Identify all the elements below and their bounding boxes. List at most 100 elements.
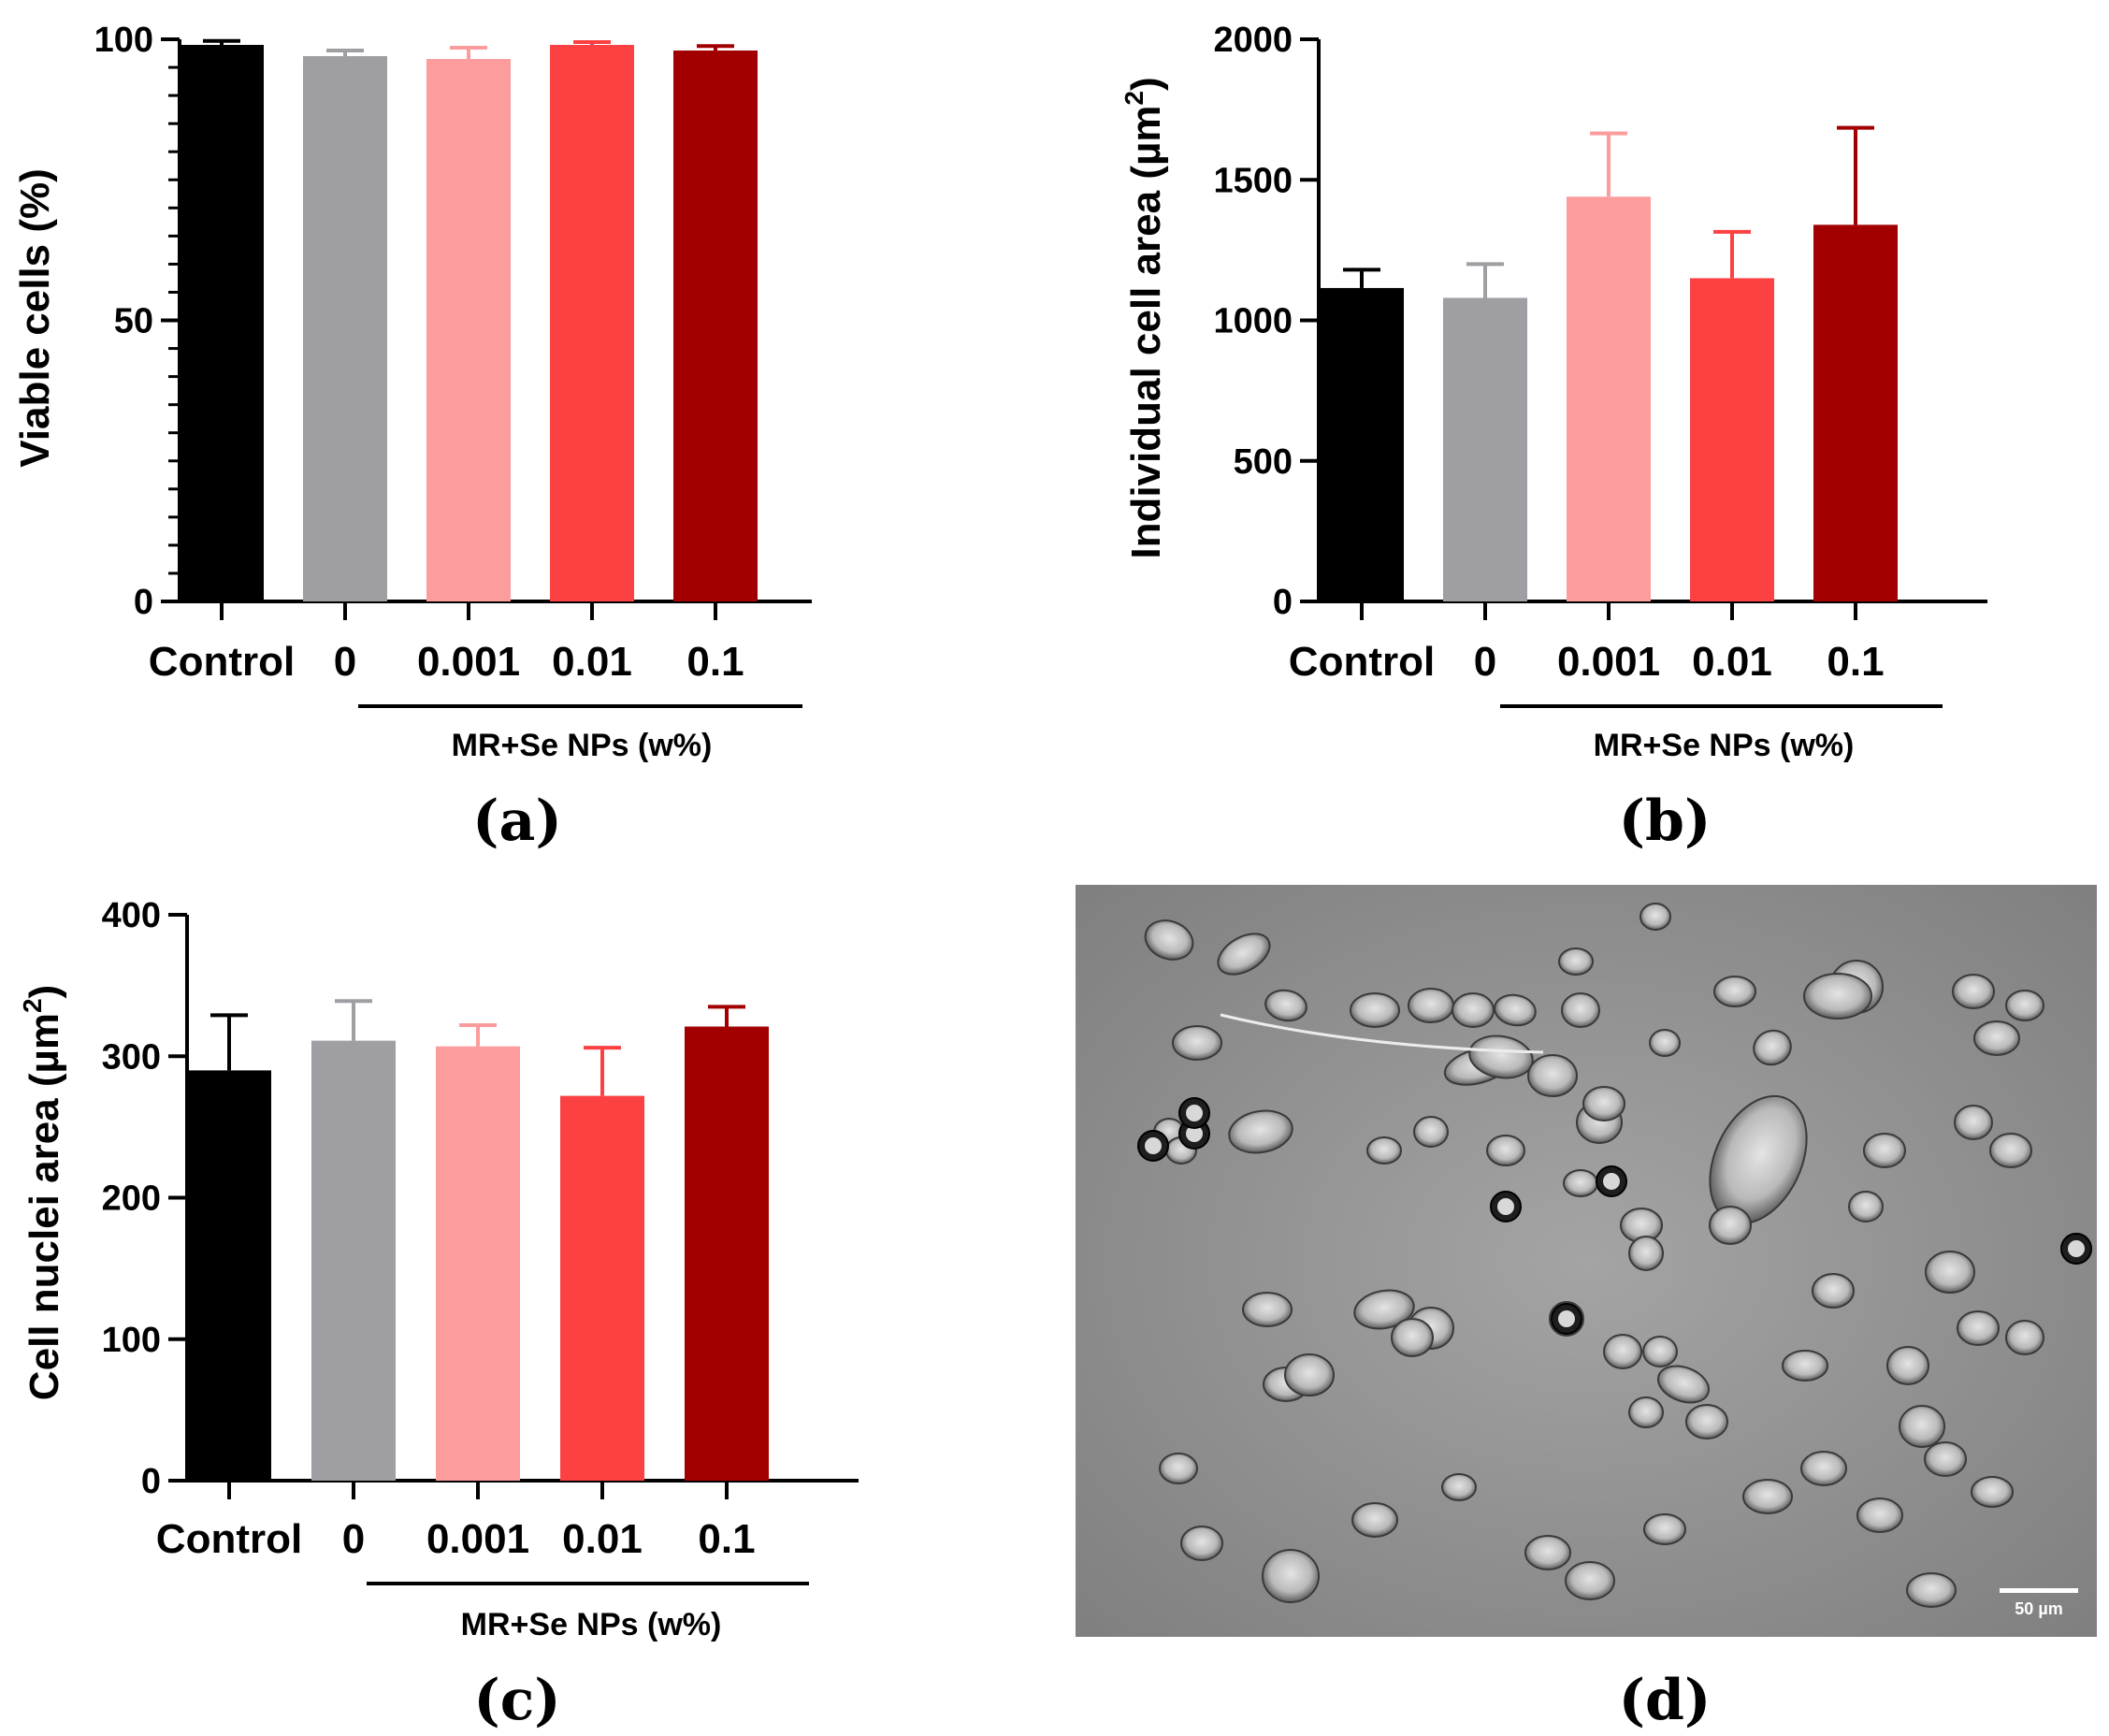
- y-tick-label: 1000: [1213, 302, 1293, 341]
- cell: [1561, 992, 1600, 1028]
- cell-filament: [1220, 1013, 1544, 1054]
- cell: [1713, 976, 1756, 1007]
- panel-label-d: (d): [1619, 1668, 1712, 1733]
- cell: [1217, 933, 1271, 976]
- cell: [1180, 1526, 1223, 1561]
- y-tick-label: 500: [1234, 442, 1293, 482]
- bar-0.1: [1813, 224, 1898, 601]
- y-tick-label: 100: [102, 1321, 161, 1360]
- chart-cell-area: Individual cell area (µm2) 0 500 1000 1500 2…: [1120, 21, 1987, 854]
- bar-0: [311, 1040, 396, 1481]
- x-tick-label: 0.1: [686, 639, 744, 685]
- chart-viable-cells: Viable cells (%) 0 50 100 Control 0 0.001 0.01…: [12, 21, 812, 854]
- cell: [1886, 1346, 1929, 1385]
- cell: [1582, 1086, 1625, 1121]
- x-tick-label: 0.001: [426, 1516, 529, 1562]
- y-tick-label: 2000: [1213, 21, 1293, 60]
- cell: [2005, 990, 2044, 1021]
- scale-bar: [2000, 1588, 2078, 1593]
- cell: [1159, 1453, 1198, 1484]
- cell: [1709, 1206, 1752, 1245]
- bar-0.01: [550, 45, 634, 601]
- cell: [1486, 1135, 1525, 1166]
- cell: [1228, 1109, 1293, 1154]
- y-axis-title-a: Viable cells (%): [12, 168, 58, 468]
- cell: [1366, 1136, 1402, 1165]
- panel-label-c: (c): [473, 1668, 560, 1733]
- plot-area-a: 0 50 100 Control 0 0.001 0.01 0.1: [94, 21, 812, 708]
- round-cell-core: [1186, 1105, 1203, 1121]
- x-tick-label: 0.1: [698, 1516, 755, 1562]
- round-cell-core: [1145, 1137, 1162, 1154]
- y-tick-label: 0: [134, 583, 153, 622]
- cell: [1441, 1473, 1477, 1501]
- x-tick-label: 0.01: [562, 1516, 643, 1562]
- cell: [1952, 974, 1995, 1009]
- cell: [1524, 1535, 1571, 1570]
- cell: [1527, 1054, 1578, 1097]
- cell: [1284, 1353, 1335, 1396]
- cell: [1989, 1133, 2032, 1168]
- cell: [1640, 903, 1671, 931]
- cell: [1391, 1318, 1434, 1357]
- x-tick-label: 0: [334, 639, 356, 685]
- y-tick-label: 100: [94, 21, 153, 60]
- x-tick-label: 0.001: [417, 639, 520, 685]
- bar-Control: [180, 45, 264, 601]
- cell: [1812, 1273, 1855, 1309]
- x-tick-label: Control: [1289, 639, 1435, 685]
- y-tick-label: 1500: [1213, 161, 1293, 200]
- y-tick-label: 200: [102, 1179, 161, 1219]
- cell: [1628, 1236, 1664, 1271]
- cell: [1628, 1396, 1664, 1428]
- y-tick-label: 0: [141, 1462, 161, 1501]
- cell: [1262, 1549, 1320, 1603]
- cell: [1494, 993, 1537, 1027]
- plot-area-c: 0 100 200 300 400 Control 0 0.001 0.01 0.1: [102, 896, 859, 1585]
- x-tick-label: Control: [156, 1516, 302, 1562]
- panel-label-b: (b): [1619, 788, 1712, 854]
- plot-area-b: 0 500 1000 1500 2000 Control 0 0.001 0.01 0.1: [1213, 21, 1987, 708]
- cell: [1350, 992, 1400, 1028]
- cell: [1144, 919, 1194, 961]
- bar-0.001: [436, 1046, 520, 1481]
- cell: [2005, 1320, 2044, 1355]
- cell: [1264, 989, 1307, 1022]
- cell: [1742, 1479, 1793, 1514]
- round-cell-core: [1497, 1198, 1514, 1215]
- cell: [1413, 1116, 1449, 1148]
- cell: [1906, 1572, 1957, 1608]
- y-tick-label: 400: [102, 896, 161, 935]
- bar-0.001: [1567, 196, 1651, 601]
- x-tick-label: 0.001: [1557, 639, 1660, 685]
- x-tick-label: 0: [342, 1516, 365, 1562]
- x-tick-label: 0: [1474, 639, 1496, 685]
- group-label-c: MR+Se NPs (w%): [461, 1607, 722, 1642]
- round-cell-core: [2068, 1240, 2085, 1257]
- bar-0.1: [685, 1026, 769, 1481]
- round-cell-core: [1186, 1125, 1203, 1142]
- bar-0.1: [673, 51, 758, 601]
- y-tick-label: 0: [1273, 583, 1293, 622]
- bar-0: [303, 56, 387, 601]
- round-cell-core: [1558, 1310, 1575, 1327]
- cell: [1643, 1513, 1686, 1545]
- cell: [1957, 1310, 2000, 1346]
- cell: [1863, 1133, 1906, 1168]
- bar-Control: [1320, 287, 1404, 601]
- round-cell-core: [1603, 1173, 1620, 1190]
- cell: [1685, 1404, 1728, 1439]
- cell: [1925, 1251, 1975, 1294]
- cell: [1848, 1191, 1884, 1222]
- cell: [1408, 988, 1454, 1023]
- cell: [1899, 1405, 1945, 1448]
- cell: [1924, 1441, 1967, 1477]
- group-label-a: MR+Se NPs (w%): [452, 728, 713, 763]
- cell: [1563, 1169, 1598, 1197]
- cell: [1351, 1502, 1398, 1538]
- y-tick-label: 300: [102, 1037, 161, 1077]
- cell: [1971, 1476, 2014, 1508]
- cell: [1803, 973, 1872, 1020]
- cell: [1172, 1025, 1222, 1061]
